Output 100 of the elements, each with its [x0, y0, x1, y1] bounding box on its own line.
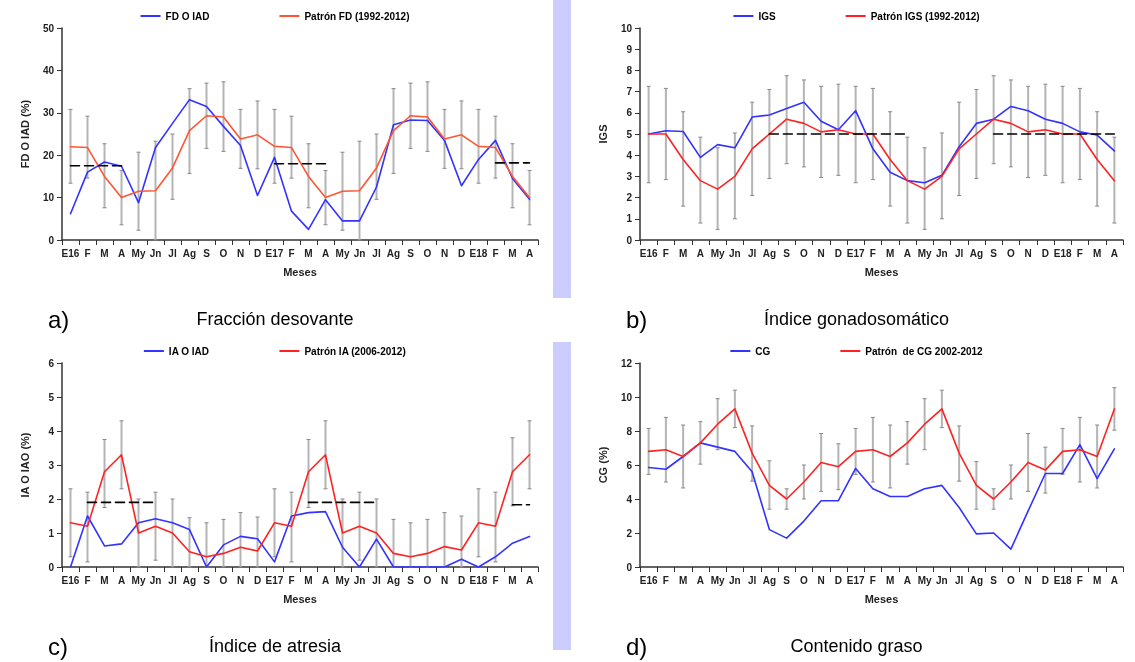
y-tick-label: 10	[620, 22, 633, 34]
x-tick-label: S	[783, 574, 791, 586]
x-tick-label: A	[903, 247, 911, 259]
y-tick-label: 2	[626, 527, 633, 539]
x-tick-label: O	[1006, 574, 1015, 586]
x-tick-label: M	[100, 574, 109, 586]
x-axis-title: Meses	[864, 592, 899, 605]
x-tick-label: E16	[61, 574, 80, 586]
y-axis-title: IGS	[596, 124, 609, 144]
x-tick-label: N	[1024, 247, 1032, 259]
line-series	[69, 114, 531, 199]
x-tick-label: D	[457, 574, 466, 586]
x-tick-label: F	[288, 574, 295, 586]
x-tick-label: O	[423, 247, 432, 259]
y-tick-label: 0	[626, 561, 633, 573]
x-tick-label: N	[817, 574, 825, 586]
x-tick-label: My	[710, 247, 725, 259]
x-tick-label: E17	[265, 247, 284, 259]
x-tick-label: Ag	[386, 574, 401, 586]
x-tick-label: D	[253, 574, 262, 586]
y-tick-label: 4	[48, 425, 55, 437]
x-tick-label: E18	[469, 247, 488, 259]
text: d)	[626, 632, 648, 660]
x-tick-label: S	[203, 247, 211, 259]
line-series	[69, 98, 531, 231]
legend-label: IA O IAD	[168, 345, 210, 357]
y-tick-label: 3	[626, 170, 633, 182]
y-tick-label: 6	[626, 107, 633, 119]
text: Índice gonadosomático	[763, 309, 950, 329]
x-tick-label: N	[817, 247, 825, 259]
x-tick-label: M	[304, 247, 313, 259]
x-tick-label: F	[84, 574, 91, 586]
x-tick-label: F	[492, 247, 499, 259]
x-tick-label: A	[1110, 247, 1118, 259]
x-tick-label: S	[990, 247, 998, 259]
y-tick-label: 30	[42, 107, 55, 119]
x-tick-label: A	[117, 574, 126, 586]
x-tick-label: F	[662, 574, 669, 586]
x-tick-label: My	[131, 574, 146, 586]
x-tick-label: E16	[639, 247, 658, 259]
y-tick-label: 50	[42, 22, 55, 34]
x-tick-label: O	[219, 574, 228, 586]
y-tick-label: 8	[626, 425, 633, 437]
x-tick-label: Ag	[386, 247, 401, 259]
x-tick-label: F	[492, 574, 499, 586]
x-tick-label: Ag	[182, 574, 197, 586]
x-tick-label: D	[1041, 574, 1049, 586]
x-tick-label: A	[321, 247, 330, 259]
x-tick-label: Jn	[149, 247, 162, 259]
x-tick-label: My	[710, 574, 725, 586]
legend-label: Patrón de CG 2002-2012	[865, 345, 984, 357]
x-tick-label: A	[696, 247, 704, 259]
x-tick-label: Ag	[762, 574, 777, 586]
x-tick-label: Jn	[936, 574, 948, 586]
x-tick-label: D	[834, 247, 842, 259]
y-tick-label: 6	[48, 357, 55, 369]
y-axis-title: FD O IAD (%)	[18, 99, 31, 169]
y-axis-title: IA O IAO (%)	[18, 432, 31, 498]
y-axis-title: CG (%)	[596, 446, 609, 484]
y-tick-label: 2	[48, 493, 55, 505]
x-tick-label: Ag	[969, 247, 984, 259]
x-tick-label: E16	[61, 247, 80, 259]
x-tick-label: Jl	[168, 574, 177, 586]
x-tick-label: A	[1110, 574, 1118, 586]
x-tick-label: M	[1092, 247, 1102, 259]
x-tick-label: O	[219, 247, 228, 259]
x-tick-label: A	[321, 574, 330, 586]
x-tick-label: A	[117, 247, 126, 259]
x-tick-label: O	[799, 247, 808, 259]
y-tick-label: 8	[626, 64, 633, 76]
text: Índice de atresia	[208, 636, 343, 656]
text: Contenido graso	[790, 636, 923, 656]
x-tick-label: Ag	[969, 574, 984, 586]
legend-label: Patrón IA (2006-2012)	[304, 345, 406, 357]
x-tick-label: O	[799, 574, 808, 586]
x-tick-label: N	[1024, 574, 1032, 586]
x-tick-label: O	[1006, 247, 1015, 259]
x-tick-label: E18	[1053, 247, 1072, 259]
line-series	[69, 454, 531, 558]
x-tick-label: E17	[846, 574, 865, 586]
x-tick-label: M	[1092, 574, 1102, 586]
text: b)	[626, 305, 648, 333]
x-tick-label: E18	[1053, 574, 1072, 586]
y-tick-label: 5	[626, 128, 633, 140]
y-tick-label: 5	[48, 391, 55, 403]
x-tick-label: My	[335, 247, 350, 259]
x-tick-label: E17	[846, 247, 865, 259]
x-tick-label: Jl	[954, 247, 964, 259]
y-tick-label: 1	[626, 213, 633, 225]
x-tick-label: M	[678, 574, 688, 586]
x-tick-label: Jn	[729, 247, 741, 259]
legend-label: IGS	[758, 10, 776, 22]
x-tick-label: My	[917, 574, 932, 586]
x-tick-label: D	[1041, 247, 1049, 259]
x-tick-label: N	[236, 574, 245, 586]
line-series	[647, 442, 1116, 550]
y-tick-label: 12	[620, 357, 633, 369]
x-tick-label: S	[203, 574, 211, 586]
text: Fracción desovante	[196, 309, 354, 329]
x-axis-title: Meses	[283, 592, 317, 605]
